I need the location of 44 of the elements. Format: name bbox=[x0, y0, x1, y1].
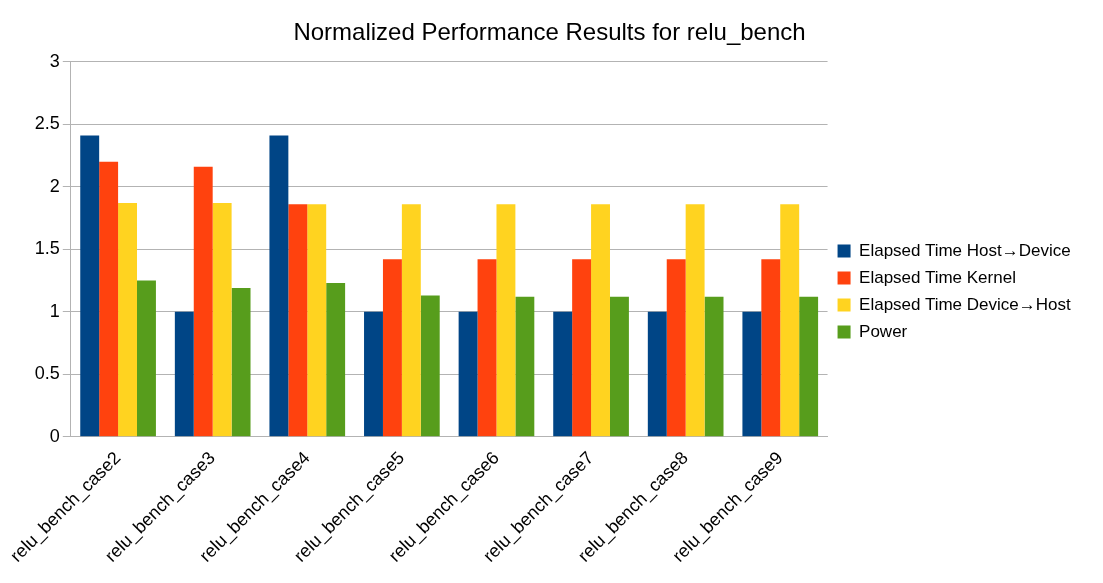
legend-label: Elapsed Time Kernel bbox=[859, 267, 1016, 287]
bar bbox=[231, 287, 251, 437]
bar bbox=[572, 259, 592, 437]
bar bbox=[137, 280, 156, 437]
bar bbox=[704, 296, 724, 437]
bar bbox=[193, 166, 213, 437]
bar bbox=[80, 135, 100, 437]
bar bbox=[477, 259, 497, 437]
legend-label: Elapsed Time Device→Host bbox=[859, 294, 1071, 314]
bar bbox=[269, 135, 289, 437]
bar bbox=[685, 204, 705, 437]
legend-label: Elapsed Time Host→Device bbox=[859, 240, 1071, 260]
bar bbox=[742, 311, 762, 437]
bar bbox=[174, 311, 194, 437]
bar bbox=[553, 311, 573, 437]
y-tick-label: 2.5 bbox=[34, 113, 60, 134]
bar bbox=[515, 296, 535, 437]
y-tick-label: 3 bbox=[49, 50, 60, 71]
y-tick-label: 1.5 bbox=[34, 238, 60, 259]
bar bbox=[212, 203, 232, 437]
bar bbox=[780, 204, 800, 437]
bar bbox=[458, 311, 478, 437]
y-tick-label: 0.5 bbox=[34, 363, 60, 384]
y-tick-label: 0 bbox=[49, 425, 60, 446]
bar bbox=[496, 204, 516, 437]
bar bbox=[647, 311, 667, 437]
y-tick-label: 2 bbox=[49, 175, 60, 196]
bar bbox=[761, 259, 781, 437]
bar bbox=[307, 204, 327, 437]
legend-label: Power bbox=[859, 321, 908, 341]
bar bbox=[666, 259, 686, 437]
bar bbox=[99, 161, 119, 437]
bar bbox=[326, 282, 346, 437]
bar bbox=[420, 295, 440, 437]
bar bbox=[288, 204, 308, 437]
bar bbox=[609, 296, 629, 437]
bar bbox=[591, 204, 610, 437]
chart-title: Normalized Performance Results for relu_bench bbox=[293, 18, 806, 46]
bar bbox=[118, 203, 138, 437]
y-tick-label: 1 bbox=[49, 300, 60, 321]
bar bbox=[382, 259, 402, 437]
bar bbox=[401, 204, 421, 437]
bar bbox=[364, 311, 383, 437]
bar bbox=[799, 296, 819, 437]
